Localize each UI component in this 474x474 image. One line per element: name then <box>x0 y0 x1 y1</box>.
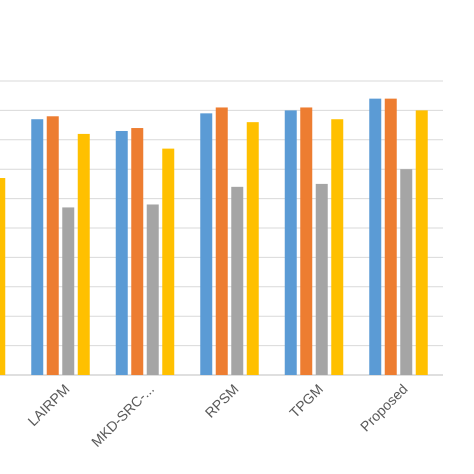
bar <box>246 122 259 375</box>
bar <box>200 113 213 375</box>
bar <box>384 98 397 375</box>
bar <box>77 133 90 375</box>
x-tick-label: TPGM <box>286 381 326 421</box>
x-tick-label: MKD-SRC-... <box>88 381 157 450</box>
bar <box>369 98 382 375</box>
x-tick-label: RPSM <box>202 381 242 421</box>
bar <box>284 110 297 376</box>
bar <box>331 119 344 375</box>
bar <box>0 178 6 375</box>
bar <box>31 119 44 375</box>
x-tick-label: LAIRPM <box>24 381 72 429</box>
bar <box>115 130 128 375</box>
bar <box>162 148 175 375</box>
bar <box>415 110 428 376</box>
bar <box>131 128 144 375</box>
bar <box>215 107 228 376</box>
bar <box>62 207 75 375</box>
bar <box>300 107 313 376</box>
bar <box>146 204 159 375</box>
x-tick-label: Proposed <box>357 381 411 435</box>
bar <box>315 183 328 375</box>
bar <box>400 169 413 375</box>
bar <box>46 116 59 375</box>
bar <box>231 186 244 375</box>
